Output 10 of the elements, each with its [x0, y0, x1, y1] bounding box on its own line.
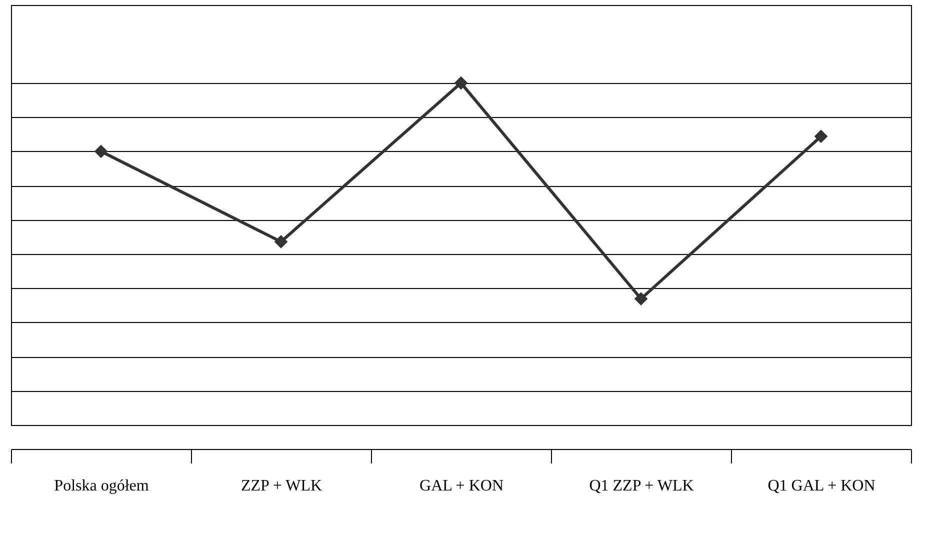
- x-tick-label: ZZP + WLK: [240, 478, 322, 494]
- x-tick-label: GAL + KON: [420, 478, 504, 494]
- point: [454, 76, 468, 90]
- point: [274, 234, 288, 248]
- point: [634, 292, 648, 306]
- point: [814, 130, 828, 144]
- x-tick-label: Q1 ZZP + WLK: [589, 478, 694, 494]
- x-tick-label: Q1 GAL + KON: [768, 478, 876, 494]
- x-tick-label: Polska ogółem: [54, 478, 150, 494]
- point: [94, 144, 108, 158]
